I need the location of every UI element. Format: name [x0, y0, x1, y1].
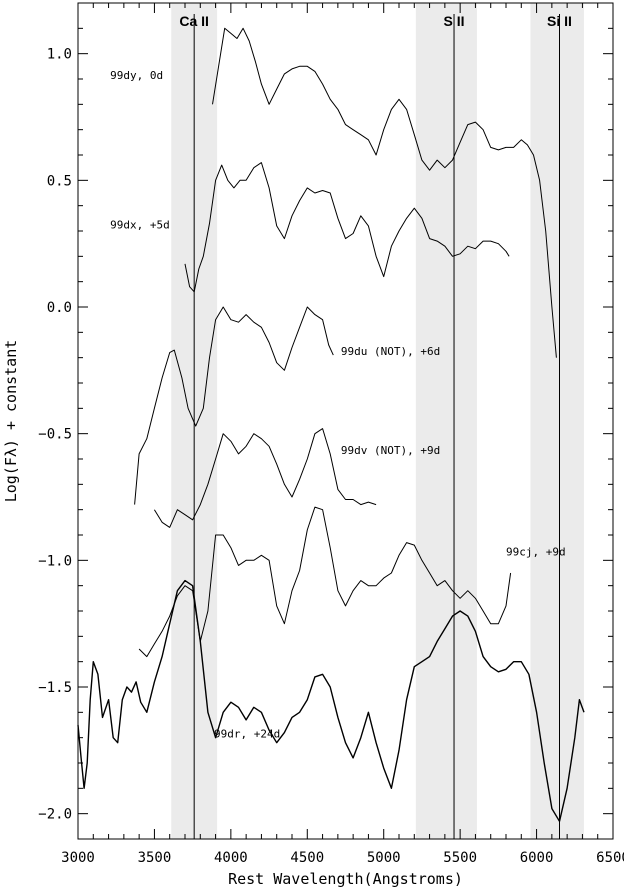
x-tick-label: 3500 — [138, 850, 172, 866]
x-tick-label: 5000 — [367, 850, 401, 866]
x-tick-label: 5500 — [443, 850, 477, 866]
spectrum-annotation-3: 99dv (NOT), +9d — [341, 444, 440, 457]
x-tick-label: 4000 — [214, 850, 248, 866]
shaded-bands — [171, 3, 584, 839]
shaded-band-2 — [530, 3, 584, 839]
x-tick-label: 6500 — [596, 850, 624, 866]
y-tick-label: 1.0 — [47, 47, 72, 63]
feature-label-1: S II — [444, 13, 465, 29]
feature-label-2: Si II — [547, 13, 572, 29]
spectrum-line-1 — [184, 162, 510, 293]
x-axis-ticks: 3000 3500 4000 4500 5000 5500 6000 6500 — [61, 3, 624, 866]
feature-labels: Ca II S II Si II — [179, 13, 572, 29]
spectrum-annotations: 99dy, 0d 99dx, +5d 99du (NOT), +6d 99dv (NO… — [110, 69, 566, 741]
x-tick-label: 4500 — [290, 850, 324, 866]
spectrum-line-0 — [212, 27, 557, 358]
y-axis-label: Log(Fλ) + constant — [2, 340, 20, 503]
feature-label-0: Ca II — [179, 13, 209, 29]
y-tick-label: 0.5 — [47, 173, 72, 189]
spectrum-annotation-5: 99dr, +24d — [214, 728, 280, 741]
y-tick-label: −0.5 — [38, 427, 72, 443]
y-axis-ticks: 1.0 0.5 0.0 −0.5 −1.0 −1.5 −2.0 — [38, 2, 613, 840]
x-axis-label: Rest Wavelength(Angstroms) — [228, 870, 463, 888]
y-tick-label: −2.0 — [38, 807, 72, 823]
shaded-band-1 — [415, 3, 477, 839]
spectrum-annotation-4: 99cj, +9d — [506, 545, 566, 558]
x-tick-label: 6000 — [520, 850, 554, 866]
plot-frame — [77, 2, 614, 840]
spectrum-line-5 — [77, 579, 585, 822]
spectrum-line-2 — [134, 306, 334, 505]
spectrum-line-3 — [153, 428, 377, 528]
spectrum-annotation-1: 99dx, +5d — [110, 218, 170, 231]
spectrum-annotation-2: 99du (NOT), +6d — [341, 345, 440, 358]
y-tick-label: −1.5 — [38, 680, 72, 696]
spectra-series — [77, 27, 585, 822]
y-tick-label: −1.0 — [38, 553, 72, 569]
y-tick-label: 0.0 — [47, 300, 72, 316]
x-tick-label: 3000 — [61, 850, 95, 866]
spectrum-line-4 — [138, 506, 512, 658]
feature-lines — [193, 14, 560, 839]
spectrum-annotation-0: 99dy, 0d — [110, 69, 163, 82]
